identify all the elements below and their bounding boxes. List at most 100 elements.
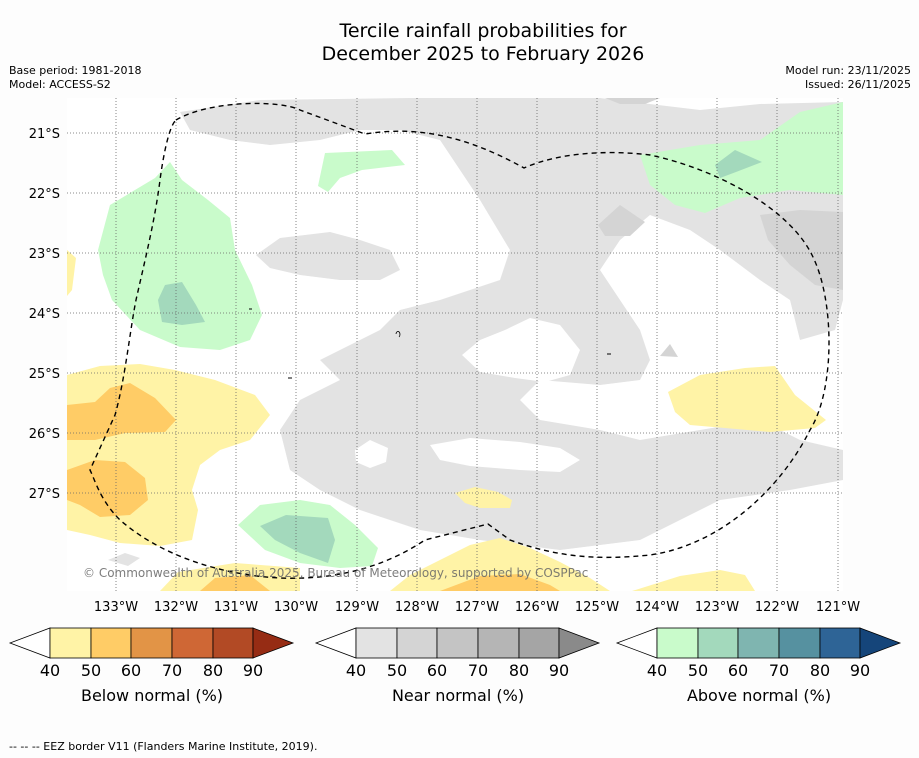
near-normal-deep-east	[760, 210, 843, 290]
colorbar-below-swatch	[130, 627, 173, 659]
above-normal-core-east	[715, 150, 762, 178]
colorbar-above-swatch	[697, 627, 739, 659]
above-normal-core-west	[158, 282, 205, 325]
colorbar-near-label: Near normal (%)	[391, 686, 525, 705]
lon-label: 132°W	[154, 600, 198, 615]
lon-label: 123°W	[695, 600, 739, 615]
lat-label: 21°S	[29, 127, 60, 142]
colorbar-above-extend-high	[859, 627, 902, 659]
colorbar-tick: 50	[387, 661, 407, 680]
model-run: Model run: 23/11/2025	[785, 64, 911, 77]
lat-label: 25°S	[29, 367, 60, 382]
lon-label: 121°W	[816, 600, 860, 615]
colorbar-tick: 40	[40, 661, 60, 680]
gridlines	[67, 98, 843, 591]
colorbar-tick: 50	[688, 661, 708, 680]
colorbar-tick: 40	[346, 661, 366, 680]
longitude-labels: 133°W 132°W 131°W 130°W 129°W 128°W 127°…	[94, 600, 860, 615]
below-normal-core-southwest	[200, 575, 270, 591]
title-line-2: December 2025 to February 2026	[321, 43, 645, 65]
lon-label: 127°W	[455, 600, 499, 615]
colorbar-tick: 70	[769, 661, 789, 680]
colorbar-above-swatch	[778, 627, 821, 659]
colorbar-tick: 80	[509, 661, 529, 680]
meta-right: Model run: 23/11/2025 Issued: 26/11/2025	[785, 64, 911, 92]
base-period: Base period: 1981-2018	[9, 64, 142, 77]
colorbar-above-label: Above normal (%)	[686, 686, 832, 705]
colorbar-tick: 80	[810, 661, 830, 680]
below-normal-core-south	[440, 574, 560, 591]
colorbar-above-swatch	[819, 627, 861, 659]
meta-left: Base period: 1981-2018 Model: ACCESS-S2	[9, 64, 141, 92]
colorbar-above-swatch	[737, 627, 780, 659]
near-normal-region-north	[180, 98, 843, 550]
near-normal-south-blob	[108, 553, 140, 566]
latitude-labels: 21°S 22°S 23°S 24°S 25°S 26°S 27°S	[29, 127, 60, 502]
colorbar-below-label: Below normal (%)	[80, 686, 224, 705]
lat-label: 27°S	[29, 487, 60, 502]
above-normal-core-south	[260, 515, 335, 563]
near-normal-hole-3	[430, 438, 580, 472]
colorbar-tick: 40	[647, 661, 667, 680]
model-name: Model: ACCESS-S2	[9, 78, 111, 91]
colorbar-tick: 70	[162, 661, 182, 680]
below-normal-region-south-small	[455, 487, 512, 508]
lat-label: 23°S	[29, 247, 60, 262]
colorbar-near-swatch	[396, 627, 438, 659]
colorbar-tick: 90	[243, 661, 263, 680]
issued-date: Issued: 26/11/2025	[804, 78, 911, 91]
below-normal-region-southeast	[632, 570, 755, 591]
above-normal-region-north	[318, 150, 405, 192]
chart-title: Tercile rainfall probabilities for Decem…	[0, 20, 919, 66]
colorbar-above-normal	[615, 627, 902, 659]
lon-label: 126°W	[515, 600, 559, 615]
lon-label: 124°W	[635, 600, 679, 615]
colorbar-above-swatch	[656, 627, 699, 659]
colorbar-below-swatch	[212, 627, 254, 659]
lon-label: 125°W	[575, 600, 619, 615]
lat-label: 26°S	[29, 427, 60, 442]
colorbar-near-normal	[314, 627, 601, 659]
colorbar-near-swatch	[518, 627, 560, 659]
near-normal-deep-center	[598, 205, 645, 236]
above-normal-region-west	[98, 162, 262, 350]
colorbar-tick: 60	[427, 661, 447, 680]
lon-label: 129°W	[335, 600, 379, 615]
lon-label: 122°W	[755, 600, 799, 615]
colorbar-near-swatch	[436, 627, 479, 659]
colorbar-above-ticks: 40 50 60 70 80 90	[647, 661, 870, 680]
colorbar-above-extend-low	[615, 627, 658, 659]
colorbar-below-extend-high	[252, 627, 295, 659]
below-normal-core-west-2	[67, 460, 148, 517]
below-normal-core-west-1	[67, 383, 176, 440]
below-normal-edge-west	[67, 250, 76, 296]
map-field	[67, 98, 843, 591]
colorbar-below-swatch	[49, 627, 92, 659]
colorbar-tick: 60	[728, 661, 748, 680]
colorbar-near-swatch	[477, 627, 520, 659]
near-normal-hole-2	[355, 440, 388, 468]
colorbar-near-extend-high	[558, 627, 601, 659]
colorbar-tick: 90	[549, 661, 569, 680]
below-normal-region-south	[390, 538, 610, 591]
colorbar-tick: 90	[850, 661, 870, 680]
lon-label: 130°W	[274, 600, 318, 615]
near-normal-deep-small	[660, 344, 678, 357]
lon-label: 128°W	[395, 600, 439, 615]
colorbar-near-ticks: 40 50 60 70 80 90	[346, 661, 569, 680]
colorbar-near-extend-low	[314, 627, 357, 659]
near-normal-region-west	[256, 232, 400, 280]
near-normal-deep-top	[605, 98, 660, 104]
lat-label: 22°S	[29, 187, 60, 202]
lon-label: 133°W	[94, 600, 138, 615]
eez-legend-footer: -- -- -- EEZ border V11 (Flanders Marine…	[9, 740, 318, 753]
colorbar-tick: 60	[121, 661, 141, 680]
colorbar-tick: 70	[468, 661, 488, 680]
lon-label: 131°W	[214, 600, 258, 615]
lat-label: 24°S	[29, 307, 60, 322]
colorbar-below-normal	[8, 627, 295, 659]
contour-mark-1	[395, 331, 401, 338]
colorbar-below-swatch	[90, 627, 132, 659]
near-normal-hole-1	[462, 318, 580, 382]
